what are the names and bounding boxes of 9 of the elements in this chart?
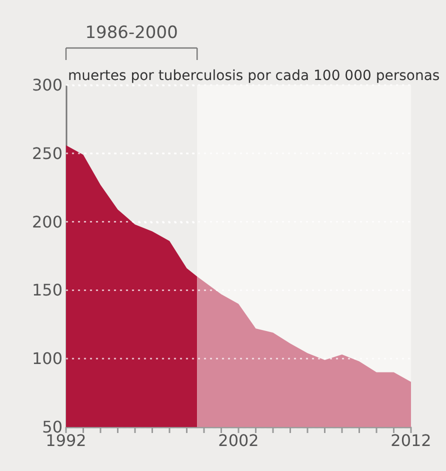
- y-tick-label: 200: [32, 212, 62, 232]
- y-axis-title: muertes por tuberculosis por cada 100 000 personas: [68, 68, 440, 84]
- y-tick-label: 300: [32, 76, 62, 94]
- y-tick-label: 250: [32, 144, 62, 163]
- text: 1986-2000: [85, 23, 178, 43]
- x-tick-label: 2002: [218, 431, 259, 450]
- x-tick-label: 2012: [390, 431, 432, 450]
- y-tick-label: 100: [32, 349, 62, 368]
- y-tick-label: 150: [32, 280, 62, 300]
